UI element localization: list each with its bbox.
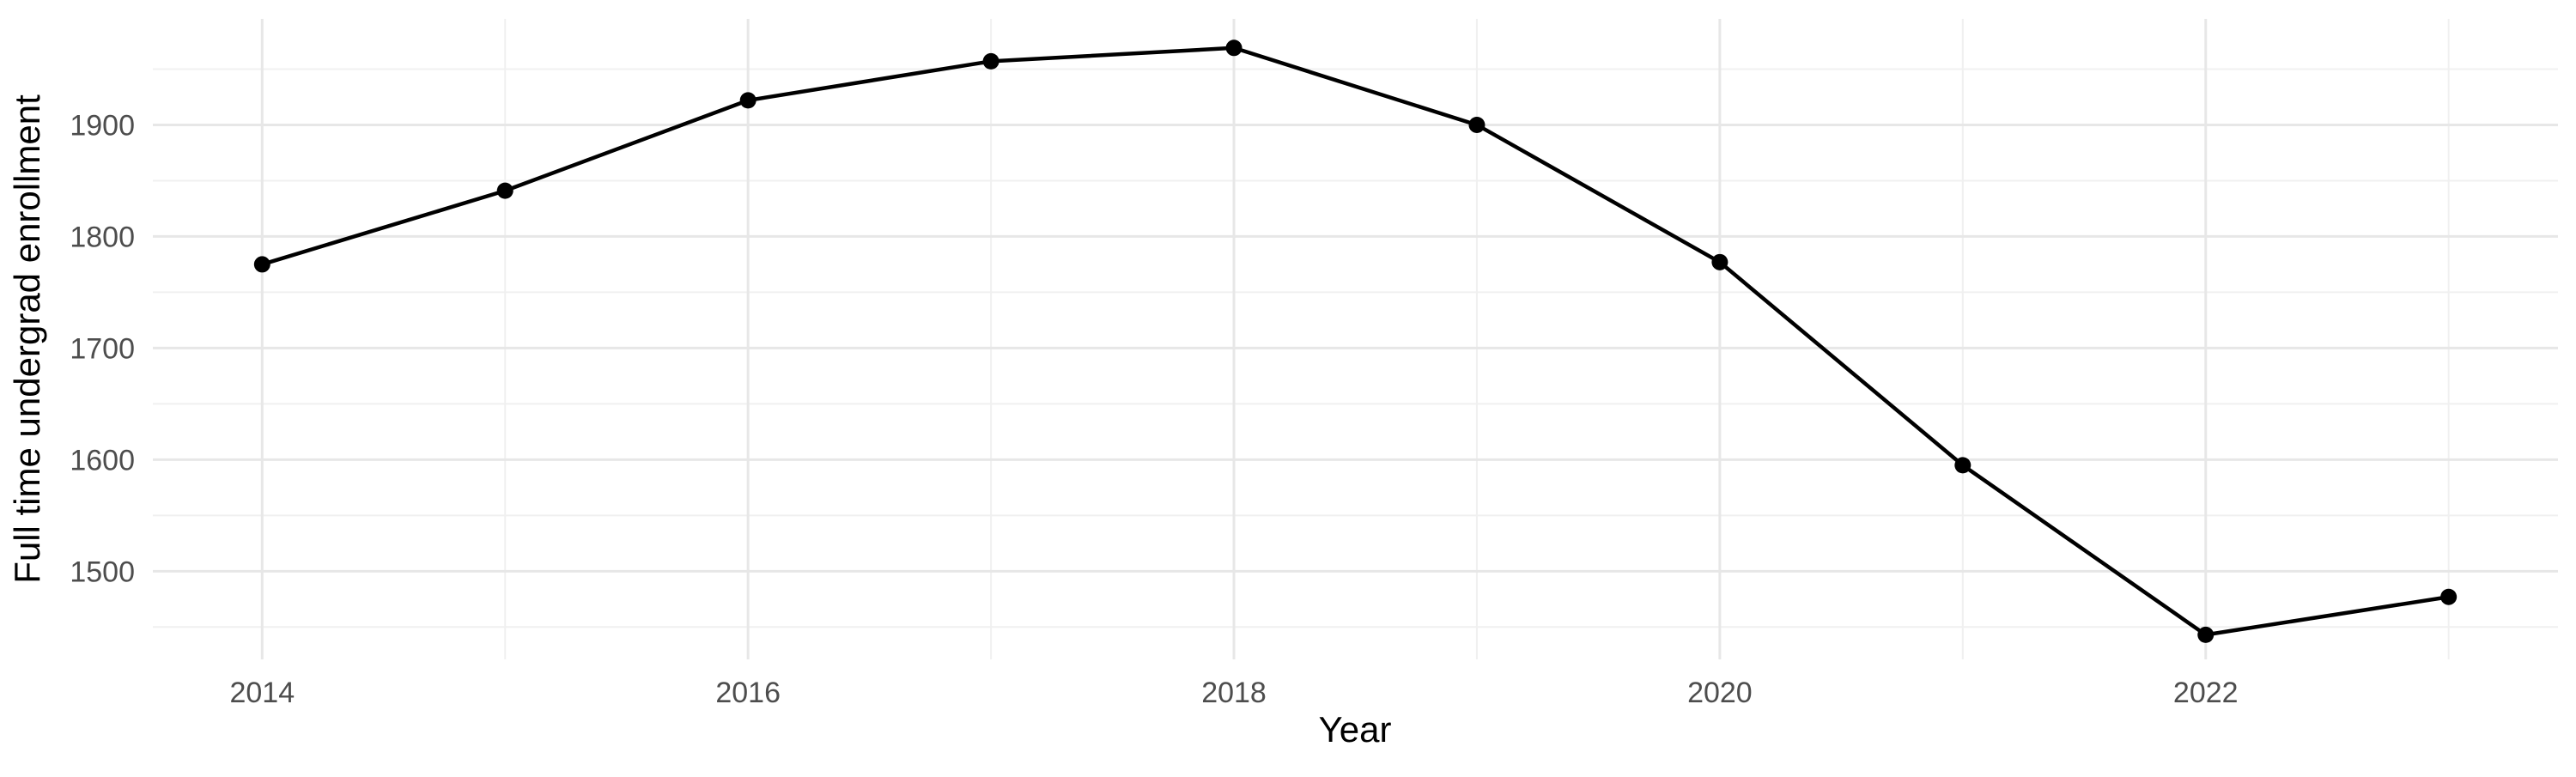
enrollment-series xyxy=(261,46,2450,637)
data-point xyxy=(2440,588,2458,605)
data-point xyxy=(1225,39,1242,57)
x-minor-gridlines xyxy=(504,19,2450,659)
y-tick-label: 1800 xyxy=(70,221,135,253)
x-axis-title: Year xyxy=(1319,709,1392,750)
x-tick-label: 2022 xyxy=(2173,677,2239,709)
y-tick-label: 1900 xyxy=(70,109,135,142)
y-tick-label: 1500 xyxy=(70,555,135,588)
data-point xyxy=(1468,116,1485,133)
y-tick-label: 1700 xyxy=(70,332,135,365)
data-point xyxy=(253,256,270,273)
enrollment-line xyxy=(261,46,2450,637)
y-axis-tick-labels: 1500 1600 1700 1800 1900 xyxy=(70,109,135,588)
y-major-gridlines xyxy=(153,123,2558,573)
y-minor-gridlines xyxy=(153,68,2558,628)
x-tick-label: 2020 xyxy=(1687,677,1753,709)
data-point xyxy=(1711,253,1728,270)
data-point xyxy=(1954,457,1971,474)
data-point xyxy=(982,52,999,70)
x-major-gridlines xyxy=(260,19,2208,659)
y-axis-title: Full time undergrad enrollment xyxy=(7,94,47,584)
data-point xyxy=(496,182,513,199)
data-point xyxy=(2197,626,2215,643)
x-axis-tick-labels: 2014 2016 2018 2020 2022 xyxy=(229,677,2238,709)
x-tick-label: 2016 xyxy=(715,677,781,709)
data-points xyxy=(253,39,2458,643)
x-tick-label: 2014 xyxy=(229,677,295,709)
y-tick-label: 1600 xyxy=(70,444,135,477)
data-point xyxy=(739,92,756,109)
x-tick-label: 2018 xyxy=(1201,677,1267,709)
